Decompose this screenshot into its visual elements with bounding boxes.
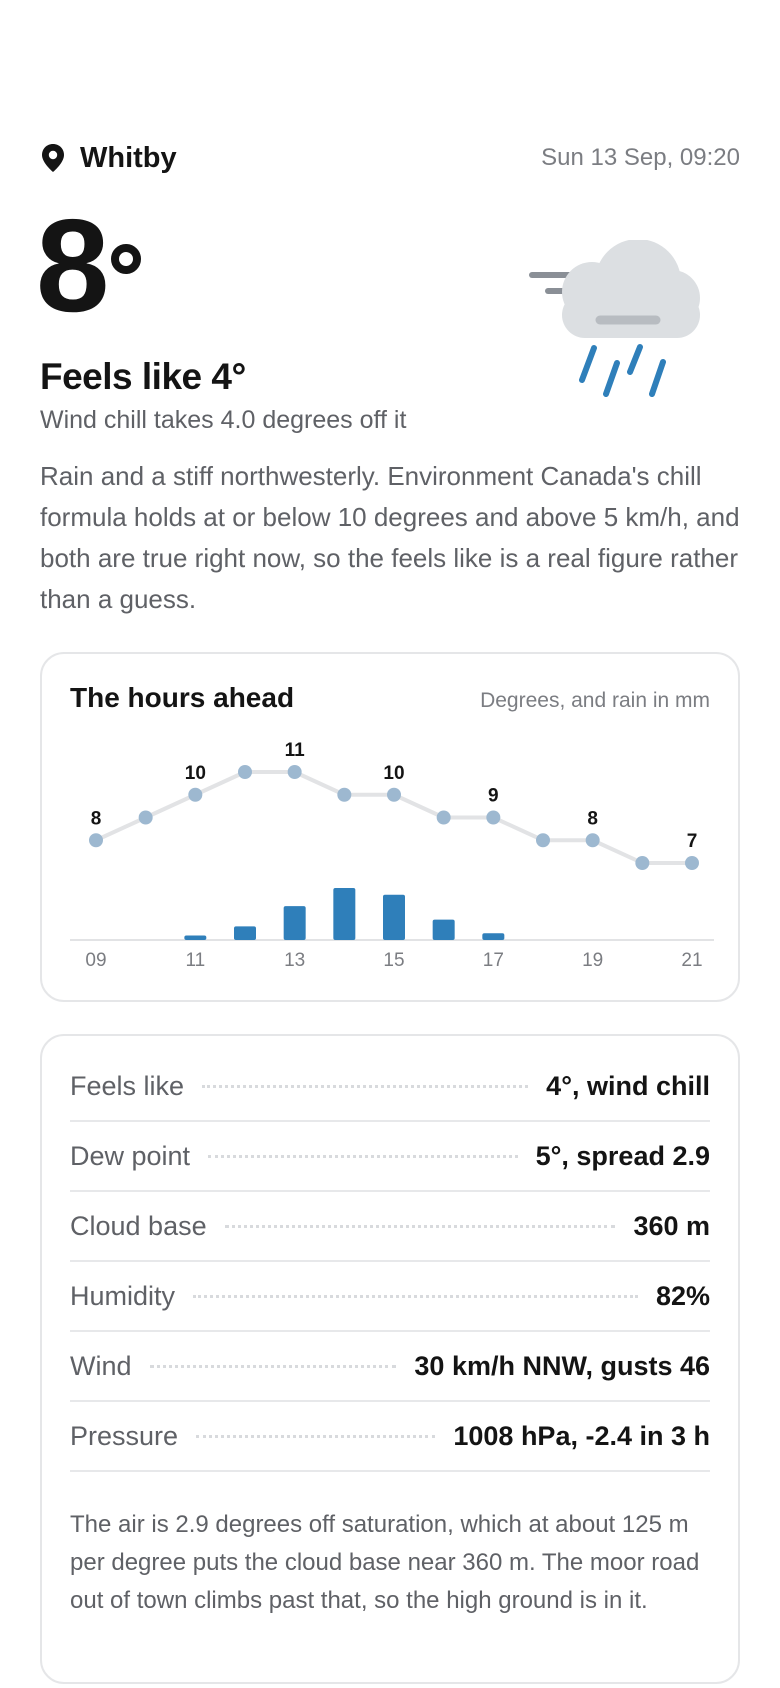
detail-row: Pressure 1008 hPa, -2.4 in 3 h — [70, 1402, 710, 1472]
hour-tick-label: 11 — [185, 950, 205, 971]
temperature-point — [685, 856, 699, 870]
dotted-leader — [208, 1154, 518, 1158]
temperature-point — [635, 856, 650, 870]
details-note: The air is 2.9 degrees off saturation, w… — [70, 1511, 700, 1614]
detail-label: Humidity — [70, 1280, 176, 1311]
detail-row: Cloud base 360 m — [70, 1192, 710, 1262]
temperature-point — [238, 765, 252, 779]
location[interactable]: Whitby — [40, 142, 177, 175]
rain-bar — [432, 919, 455, 940]
dotted-leader — [196, 1434, 436, 1438]
detail-label: Dew point — [70, 1140, 191, 1171]
hours-chart: 8 10 11 10 9 8 7 09 11 13 15 17 19 21 — [70, 740, 714, 971]
chart-note: Degrees, and rain in mm — [480, 689, 710, 712]
rain-wind-cloud-icon — [529, 240, 700, 397]
temperature-point — [486, 810, 501, 825]
detail-value: 360 m — [633, 1210, 710, 1241]
temperature-point — [585, 833, 600, 848]
temperature-label: 10 — [383, 763, 404, 784]
temperature-point — [536, 833, 550, 848]
temperature-label: 10 — [185, 763, 206, 784]
temperature-point — [287, 765, 302, 779]
temperature-point — [387, 787, 401, 802]
chart-header: The hours ahead Degrees, and rain in mm — [70, 682, 710, 714]
rain-bar — [234, 926, 256, 940]
hour-tick-label: 15 — [383, 950, 404, 971]
detail-value: 82% — [655, 1280, 710, 1311]
temperature-value: 8 — [36, 192, 109, 339]
dotted-leader — [224, 1224, 616, 1228]
weather-description: Rain and a stiff northwesterly. Environm… — [40, 461, 740, 614]
temperature-line — [95, 770, 692, 865]
detail-value: 5°, spread 2.9 — [535, 1140, 710, 1171]
details-card: Feels like 4°, wind chill Dew point 5°, spr… — [40, 1034, 740, 1684]
hours-ahead-card: The hours ahead Degrees, and rain in mm … — [40, 652, 740, 1002]
current-temperature: 8 — [36, 192, 142, 340]
rain-bar — [184, 935, 207, 940]
temperature-label: 11 — [285, 740, 306, 761]
temperature-point — [89, 833, 103, 848]
feels-like-title: Feels like 4° — [40, 356, 246, 397]
degree-symbol — [111, 244, 142, 274]
detail-rows: Feels like 4°, wind chill Dew point 5°, spr… — [70, 1052, 710, 1472]
temperature-point — [436, 810, 451, 825]
hour-tick-label: 17 — [483, 950, 504, 971]
detail-row: Humidity 82% — [70, 1262, 710, 1332]
detail-label: Feels like — [70, 1070, 185, 1101]
dotted-leader — [202, 1084, 529, 1088]
temperature-label: 9 — [488, 786, 499, 807]
detail-value: 4°, wind chill — [546, 1070, 710, 1101]
rain-bar — [383, 894, 405, 940]
hour-tick-label: 13 — [284, 950, 305, 971]
dotted-leader — [193, 1294, 638, 1298]
temperature-point — [138, 810, 153, 825]
detail-label: Cloud base — [70, 1210, 207, 1241]
detail-value: 30 km/h NNW, gusts 46 — [414, 1350, 710, 1381]
rain-bar — [283, 906, 306, 940]
detail-row: Wind 30 km/h NNW, gusts 46 — [70, 1332, 710, 1402]
temperature-point — [337, 787, 352, 802]
date-time: Sun 13 Sep, 09:20 — [541, 144, 740, 171]
wind-chill-subtitle: Wind chill takes 4.0 degrees off it — [40, 406, 407, 434]
temperature-label: 7 — [687, 831, 698, 852]
header: Whitby Sun 13 Sep, 09:20 — [40, 138, 740, 178]
temperature-point — [188, 787, 203, 802]
detail-value: 1008 hPa, -2.4 in 3 h — [453, 1420, 710, 1451]
chart-title: The hours ahead — [70, 682, 295, 713]
detail-row: Dew point 5°, spread 2.9 — [70, 1122, 710, 1192]
detail-label: Wind — [70, 1350, 132, 1381]
dotted-leader — [149, 1364, 397, 1368]
temperature-label: 8 — [91, 808, 102, 829]
hour-tick-label: 21 — [681, 950, 702, 971]
hour-tick-label: 19 — [582, 950, 603, 971]
rain-bar — [333, 888, 356, 940]
hour-tick-label: 09 — [85, 950, 106, 971]
rain-bar — [482, 933, 505, 940]
detail-row: Feels like 4°, wind chill — [70, 1052, 710, 1122]
detail-label: Pressure — [70, 1420, 179, 1451]
location-pin-icon — [42, 144, 64, 172]
location-name: Whitby — [80, 141, 177, 174]
temperature-label: 8 — [587, 808, 598, 829]
